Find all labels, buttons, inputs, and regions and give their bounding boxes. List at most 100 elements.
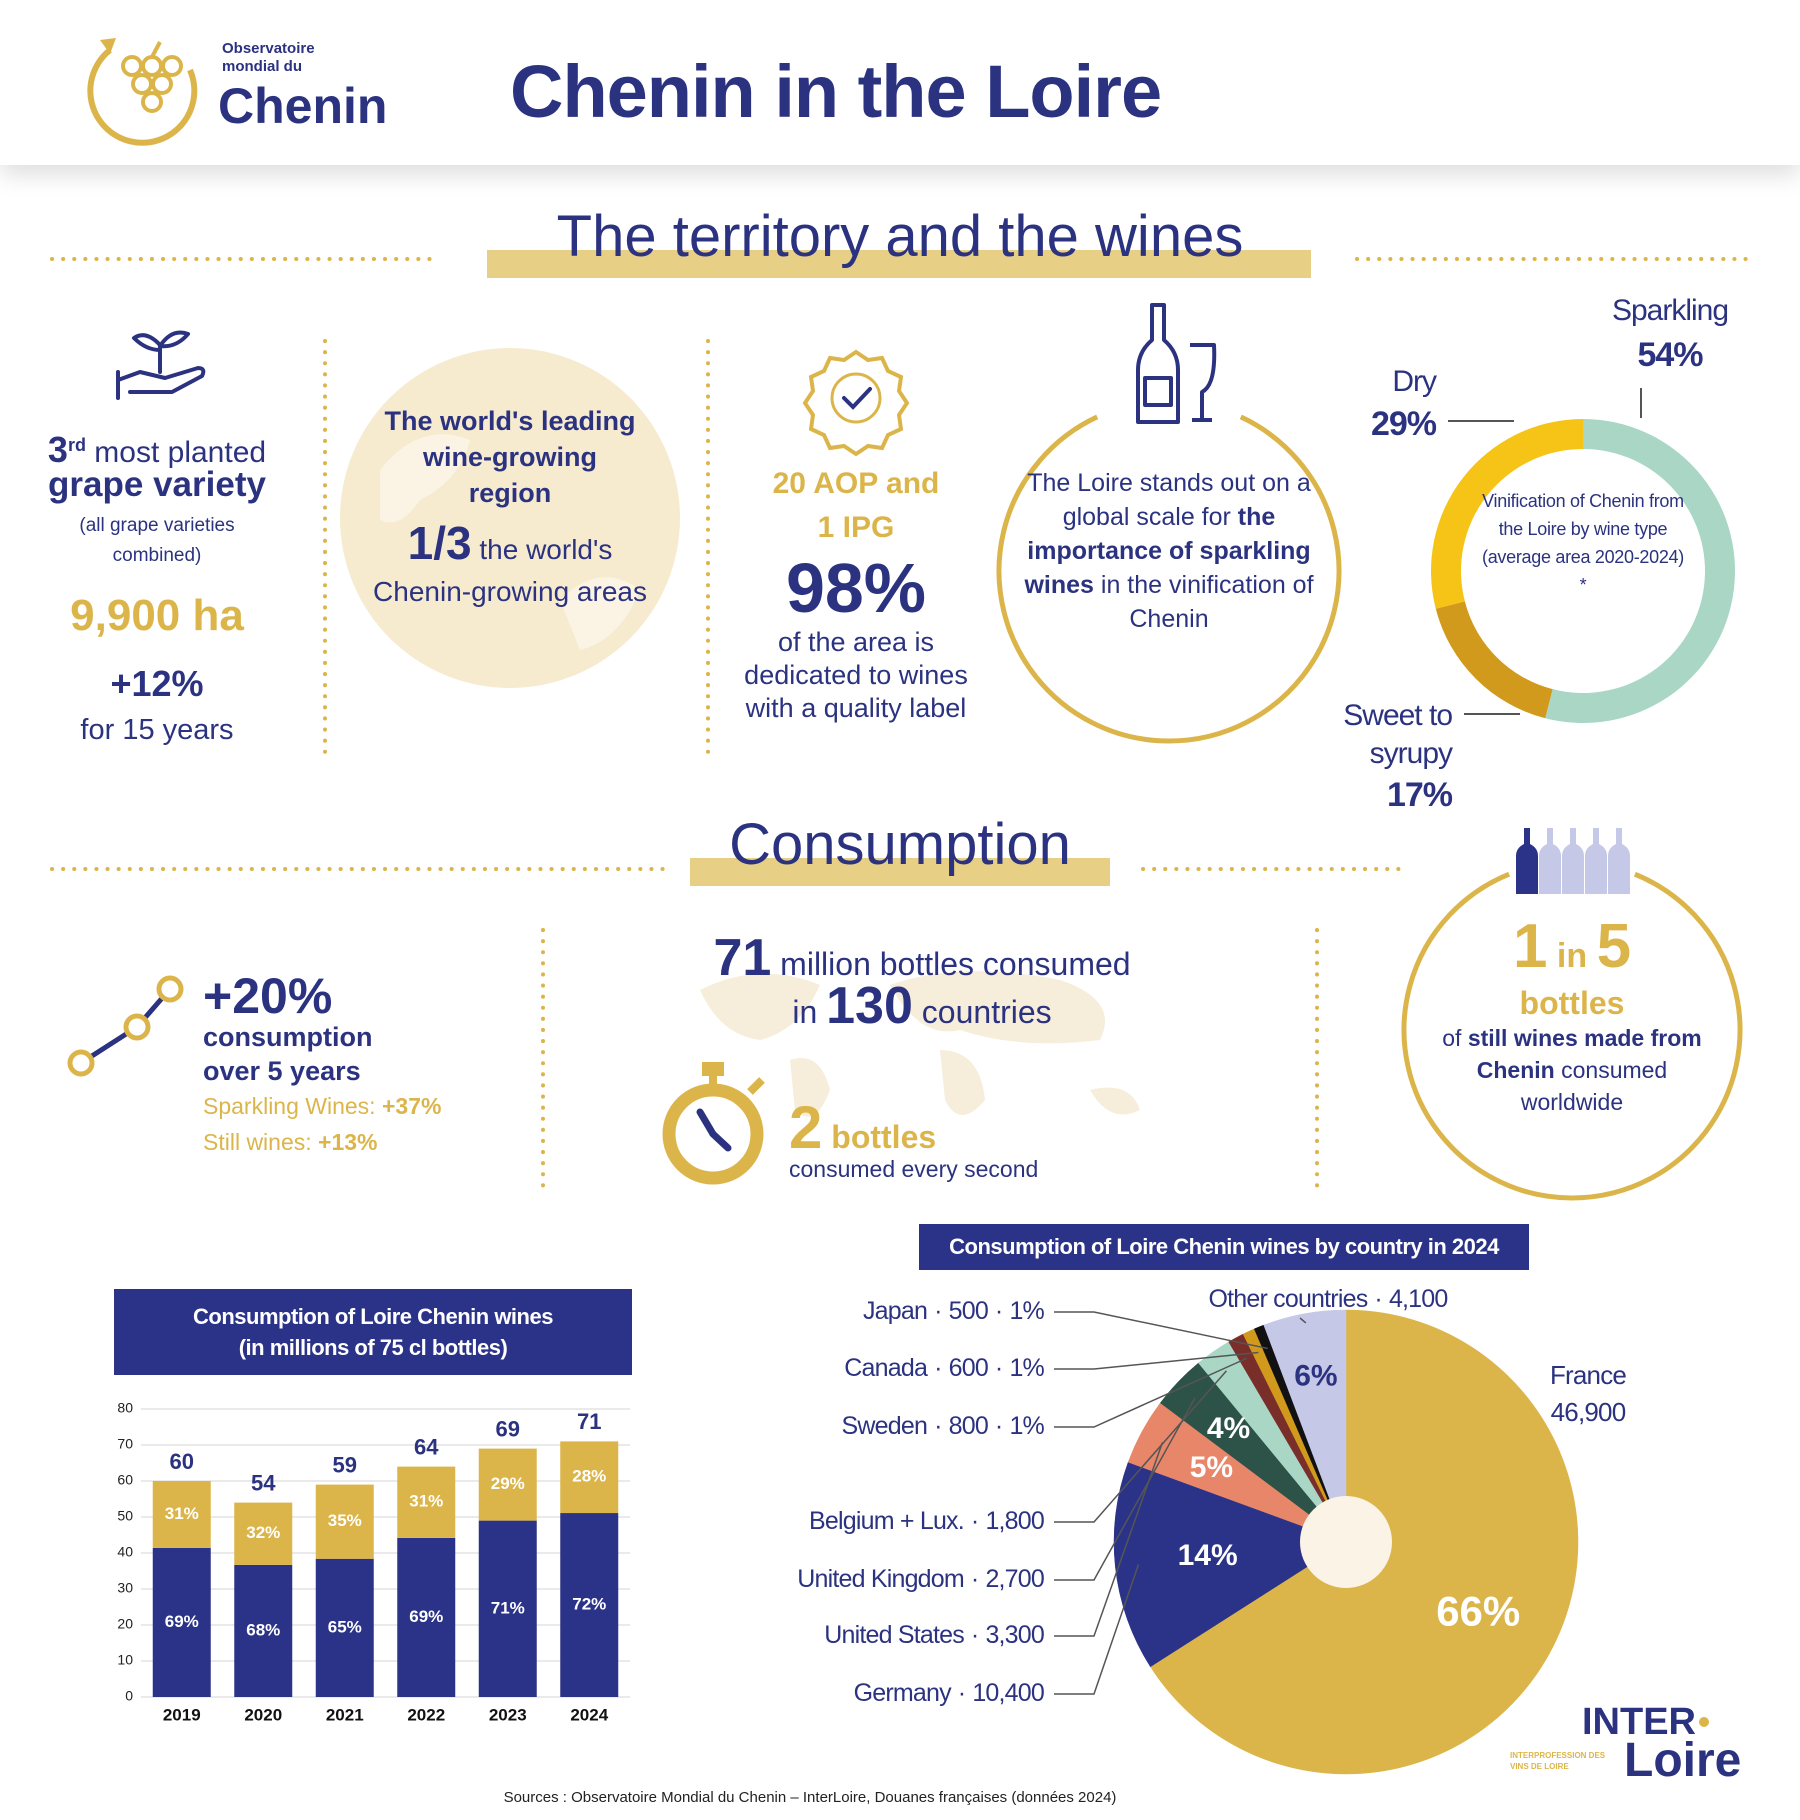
donut-value: 54% [1637,336,1703,374]
rank: 3 [47,429,68,470]
leader-line [1054,1442,1164,1637]
decoration [156,975,184,1003]
brand-tag: INTERPROFESSION DES VINS DE LOIRE [1510,1751,1606,1771]
chart-title: Consumption of Loire Chenin wines by cou… [949,1234,1500,1259]
donut-value: 17% [1386,776,1453,814]
leader-line [1054,1370,1227,1523]
y-tick-label: 70 [117,1436,133,1452]
logo-line: Observatoire [222,40,315,57]
slice-share: 1% [1009,1412,1044,1440]
slice-label: Belgium + Lux. · 1,800 [809,1507,1044,1535]
slice-value: 600 [949,1354,988,1382]
logo-stem [150,41,162,58]
bar-total: 64 [414,1434,439,1459]
logo-line: mondial du [222,58,302,75]
rank-text: most planted [94,436,267,469]
bar-total: 54 [251,1470,276,1495]
slice-label: Canada · 600 · 1% [844,1354,1044,1382]
decoration [161,55,183,77]
leader-line [1299,1317,1307,1324]
decoration [709,1074,717,1088]
decoration [123,1013,151,1041]
bottle-icon [1136,303,1217,424]
text: in the vinification of Chenin [1100,571,1314,633]
rank-line: 3rd most planted [7,425,307,473]
decoration [1516,828,1538,894]
donut-center-label: Vinification of Chenin from the Loire by… [1482,491,1684,595]
bar-segment [478,1448,537,1521]
bar-segment [152,1547,211,1697]
leader-line [1054,1564,1140,1695]
quality-text: of the area is dedicated to wines with a… [744,627,968,723]
y-tick-label: 20 [117,1616,133,1632]
value: +13% [318,1129,378,1155]
in: in [1556,937,1588,975]
decoration [67,1049,95,1077]
pie-slice [1113,1461,1347,1668]
chart-title: Consumption of Loire Chenin wines [193,1304,553,1329]
rate-line: 2 bottles [789,1096,936,1169]
x-tick-label: 2021 [326,1705,364,1724]
bar-segment [315,1558,374,1697]
slice-value: 800 [949,1412,988,1440]
text-bold: still wines made from Chenin [1467,1025,1702,1083]
region-share: 1/3 the world's Chenin-growing areas [370,520,650,613]
separator: · [934,1297,942,1325]
countries-line: in 130 countries [622,978,1222,1040]
quality-labels: 20 AOP and 1 IPG [772,467,940,544]
quality-share: 98% [785,549,927,627]
segment-label: 68% [246,1620,280,1639]
logo-name: Chenin [218,78,388,134]
bar-total: 59 [333,1452,357,1477]
slice-value: 500 [949,1297,988,1325]
decoration [700,973,820,1040]
logo-grapes [121,55,183,113]
numerator: 1 [1512,912,1548,981]
slice-value: 1,800 [985,1507,1044,1535]
sparkling-growth: Sparkling Wines: +37% [203,1091,441,1121]
slice-share-label: 4% [1207,1412,1250,1445]
sparkling-ring [996,414,1342,744]
section-heading: Consumption [729,812,1071,877]
quality-badge [802,349,910,457]
label: Sparkling Wines: [203,1093,376,1119]
slice-label: United States · 3,300 [824,1621,1044,1649]
separator: · [958,1679,966,1707]
area-growth: +12% [110,663,204,704]
donut-leader [1448,388,1642,715]
share-text: the world's Chenin-growing areas [373,534,647,607]
slice-name: Japan [863,1297,927,1325]
decoration [940,1050,985,1115]
text: The Loire stands out on a global scale f… [1027,469,1311,531]
decoration [1562,828,1584,894]
slice-name: United Kingdom [797,1565,964,1593]
segment-label: 31% [165,1504,199,1523]
text: of [1442,1025,1462,1051]
variety-note: (all grape varieties combined) [79,515,235,566]
slice-share-label: 66% [1436,1588,1520,1635]
slice-share-label: 6% [1294,1360,1337,1393]
segment-label: 65% [328,1617,362,1636]
donut-label: Dry [1392,365,1437,398]
segment-label: 29% [491,1474,525,1493]
header-band [0,0,1800,165]
text: countries [921,994,1052,1030]
check-mark [842,387,872,410]
slice-label: Sweden · 800 · 1% [842,1412,1045,1440]
decoration [747,1077,765,1095]
page-title: Chenin in the Loire [510,50,1162,133]
stopwatch-icon [662,1062,765,1185]
bar-segment [234,1502,293,1565]
logo-text: Observatoire mondial du [222,40,315,76]
bar-segment [397,1537,456,1697]
bar-segment [560,1441,619,1514]
logo-arrow [100,38,116,54]
decoration [1190,343,1217,422]
text: consumed worldwide [1520,1057,1668,1115]
decoration [1539,828,1561,894]
decoration [662,1083,764,1185]
decoration [1090,1087,1140,1115]
y-tick-label: 40 [117,1544,133,1560]
decoration [1143,376,1173,407]
